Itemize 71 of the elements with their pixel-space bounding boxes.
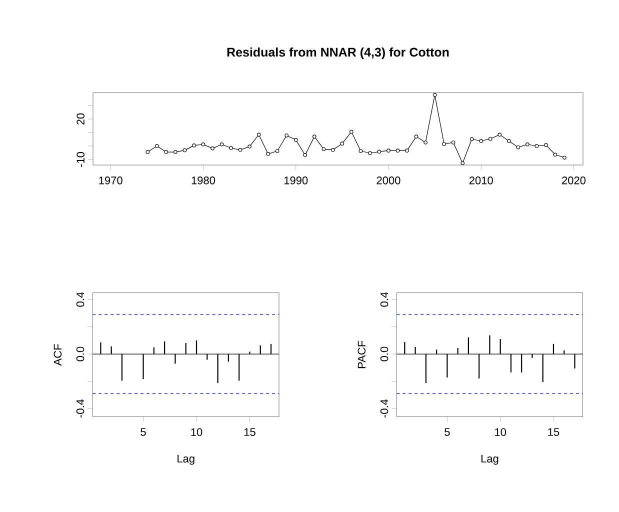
point bbox=[526, 142, 530, 146]
x-tick-label: 2020 bbox=[562, 176, 586, 184]
point bbox=[534, 144, 539, 148]
x-tick-label: 1990 bbox=[284, 176, 308, 184]
point bbox=[146, 150, 150, 154]
point bbox=[322, 147, 326, 151]
point bbox=[442, 142, 446, 146]
point bbox=[386, 148, 390, 152]
x-tick-label: 10 bbox=[191, 428, 202, 436]
point bbox=[460, 161, 464, 166]
point bbox=[358, 149, 363, 153]
point bbox=[331, 148, 335, 152]
point bbox=[377, 150, 382, 154]
point bbox=[229, 146, 233, 150]
point bbox=[432, 92, 437, 97]
y-tick-label: -0.4 bbox=[76, 399, 84, 418]
point bbox=[488, 136, 492, 141]
y-axis-title: PACF bbox=[358, 340, 366, 368]
x-tick-label: 1980 bbox=[192, 176, 216, 184]
point bbox=[498, 132, 502, 137]
y-axis-title: ACF bbox=[54, 344, 62, 366]
point bbox=[479, 139, 484, 143]
x-axis-title: Lag bbox=[481, 454, 498, 465]
point bbox=[275, 149, 280, 153]
point bbox=[405, 148, 409, 152]
y-tick-label: 0.4 bbox=[380, 292, 388, 307]
point bbox=[220, 142, 224, 146]
point bbox=[201, 142, 206, 146]
y-tick-label: 0.0 bbox=[380, 346, 388, 362]
point bbox=[553, 152, 558, 157]
x-axis-title: Lag bbox=[178, 454, 194, 465]
chart-title: Residuals from NNAR (4,3) for Cotton bbox=[227, 47, 449, 60]
point bbox=[368, 151, 372, 156]
x-tick-label: 2000 bbox=[376, 176, 400, 184]
point bbox=[294, 138, 298, 142]
point bbox=[470, 137, 474, 142]
y-tick-label: 0.0 bbox=[76, 346, 84, 362]
y-tick-label: 20 bbox=[76, 113, 84, 125]
point bbox=[155, 144, 159, 148]
x-tick-label: 5 bbox=[444, 428, 450, 436]
y-tick-label: -0.4 bbox=[380, 399, 388, 418]
point bbox=[238, 148, 242, 152]
point bbox=[312, 134, 316, 138]
point bbox=[562, 156, 566, 160]
point bbox=[396, 148, 400, 152]
point bbox=[182, 148, 187, 152]
point bbox=[340, 142, 344, 146]
x-tick-label: 1970 bbox=[99, 176, 122, 184]
x-tick-label: 5 bbox=[140, 428, 146, 436]
point bbox=[192, 144, 196, 148]
x-tick-label: 2010 bbox=[469, 176, 493, 184]
point bbox=[414, 134, 418, 138]
point bbox=[303, 153, 308, 157]
point bbox=[256, 132, 261, 137]
point bbox=[424, 140, 428, 144]
x-tick-label: 10 bbox=[495, 428, 506, 436]
point bbox=[544, 143, 548, 147]
point bbox=[174, 150, 178, 154]
point bbox=[451, 140, 456, 144]
point bbox=[516, 145, 520, 150]
point bbox=[210, 146, 214, 150]
y-tick-label: 0.4 bbox=[76, 292, 84, 307]
point bbox=[507, 139, 511, 143]
point bbox=[266, 152, 270, 156]
point bbox=[164, 150, 168, 154]
point bbox=[350, 130, 354, 134]
point bbox=[284, 134, 288, 138]
x-tick-label: 15 bbox=[244, 428, 256, 436]
point bbox=[248, 144, 252, 148]
x-tick-label: 15 bbox=[548, 428, 560, 436]
y-tick-label: -10 bbox=[76, 152, 84, 167]
